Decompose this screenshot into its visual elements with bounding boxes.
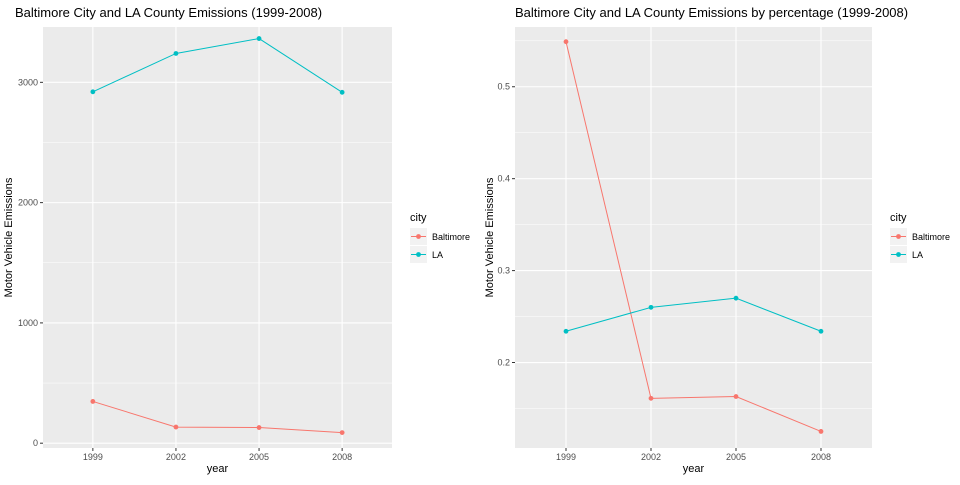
y-tick-label: 0.5	[497, 82, 510, 92]
y-tick-label: 2000	[18, 198, 38, 208]
legend: city Baltimore LA	[890, 212, 950, 263]
data-point-la	[90, 89, 96, 95]
legend-label: LA	[912, 250, 923, 260]
data-point-la	[818, 328, 824, 334]
chart-1: 0 1000 2000 3000 1999 2002 2005 2008 Baltimore C…	[3, 5, 470, 475]
data-point-la	[733, 295, 739, 301]
legend-key-point	[896, 252, 901, 257]
x-tick-label: 2002	[166, 452, 186, 462]
legend-label: Baltimore	[432, 232, 470, 242]
chart-title: Baltimore City and LA County Emissions b…	[515, 5, 908, 20]
y-axis-label: Motor Vehicle Emissions	[484, 177, 496, 297]
data-point-baltimore	[339, 430, 345, 436]
legend: city Baltimore LA	[410, 212, 470, 263]
x-tick-label: 2008	[332, 452, 352, 462]
data-point-la	[648, 304, 654, 310]
y-tick-label: 3000	[18, 77, 38, 87]
data-point-baltimore	[90, 399, 96, 404]
legend-title: city	[410, 212, 427, 224]
legend-key-point	[416, 252, 421, 257]
legend-key-point	[416, 234, 421, 239]
data-point-baltimore	[256, 425, 262, 430]
y-tick-label: 0.4	[497, 174, 510, 184]
x-tick-label: 2002	[641, 452, 661, 462]
legend-title: city	[890, 212, 907, 224]
series-line-baltimore	[92, 400, 343, 434]
legend-label: Baltimore	[912, 232, 950, 242]
data-point-baltimore	[818, 429, 824, 434]
plot-panel	[43, 27, 392, 448]
y-tick-label: 0.3	[497, 266, 510, 276]
x-tick-label: 1999	[556, 452, 576, 462]
data-point-la	[256, 36, 262, 41]
x-tick-label: 2008	[811, 452, 831, 462]
plot-panel	[515, 27, 872, 448]
chart-2: 0.2 0.3 0.4 0.5 1999 2002 2005 2008 Baltimore Ci…	[484, 5, 950, 475]
y-tick-label: 1000	[18, 318, 38, 328]
legend-label: LA	[432, 250, 443, 260]
data-point-la	[339, 89, 345, 95]
x-tick-label: 2005	[249, 452, 269, 462]
chart-title: Baltimore City and LA County Emissions (…	[15, 5, 322, 20]
series-line-la	[565, 297, 822, 332]
y-axis-label: Motor Vehicle Emissions	[3, 177, 15, 297]
series-line-baltimore	[565, 41, 822, 432]
data-point-baltimore	[648, 395, 654, 401]
data-point-baltimore	[733, 394, 739, 399]
data-point-la	[173, 51, 179, 56]
x-axis-label: year	[683, 463, 705, 475]
x-axis-label: year	[207, 463, 229, 475]
series-line-la	[92, 38, 343, 93]
y-tick-label: 0	[33, 438, 38, 448]
x-tick-label: 2005	[726, 452, 746, 462]
data-point-baltimore	[563, 39, 569, 45]
x-tick-label: 1999	[83, 452, 103, 462]
legend-key-point	[896, 234, 901, 239]
data-point-baltimore	[173, 424, 179, 430]
y-tick-label: 0.2	[497, 358, 510, 368]
data-point-la	[563, 328, 569, 334]
